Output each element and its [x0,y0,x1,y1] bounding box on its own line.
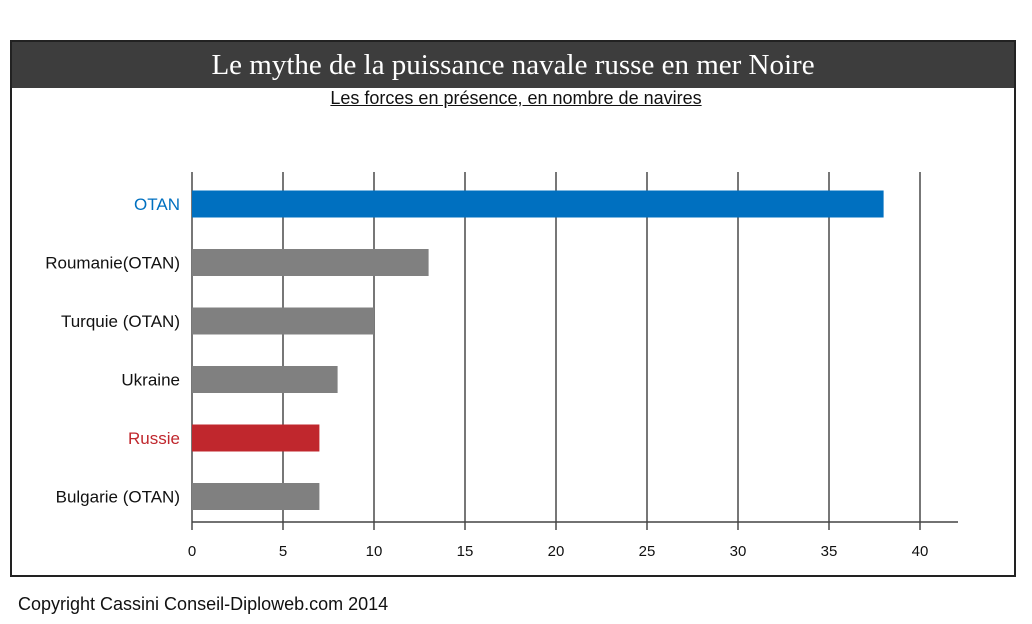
bar-ukraine [192,366,338,393]
tick-label-40: 40 [912,543,929,560]
tick-label-30: 30 [730,543,747,560]
chart-frame: Le mythe de la puissance navale russe en… [10,40,1016,577]
tick-label-35: 35 [821,543,838,560]
category-label-otan: OTAN [134,195,180,214]
tick-label-20: 20 [548,543,565,560]
bar-bulgarie-otan [192,483,320,510]
bar-russie [192,424,320,452]
category-label-ukraine: Ukraine [121,371,180,390]
tick-label-5: 5 [279,543,287,560]
bars [192,190,884,510]
category-label-roumanie-otan: Roumanie(OTAN) [45,254,180,273]
category-label-russie: Russie [128,429,180,448]
tick-label-0: 0 [188,543,196,560]
tick-label-25: 25 [639,543,656,560]
tick-label-10: 10 [366,543,383,560]
chart-title: Le mythe de la puissance navale russe en… [12,42,1014,88]
bar-turquie-otan [192,307,374,335]
tick-label-15: 15 [457,543,474,560]
copyright-text: Copyright Cassini Conseil-Diploweb.com 2… [18,594,389,614]
category-label-bulgarie-otan: Bulgarie (OTAN) [56,488,180,507]
chart-subtitle: Les forces en présence, en nombre de nav… [330,88,702,108]
bar-otan [192,190,884,218]
category-label-turquie-otan: Turquie (OTAN) [61,312,180,331]
gridlines [191,172,921,530]
tick-labels: 0 5 10 15 20 25 30 35 40 [188,543,929,560]
category-labels: OTAN Roumanie(OTAN) Turquie (OTAN) Ukraine R… [45,195,180,507]
bar-roumanie-otan [192,249,429,276]
